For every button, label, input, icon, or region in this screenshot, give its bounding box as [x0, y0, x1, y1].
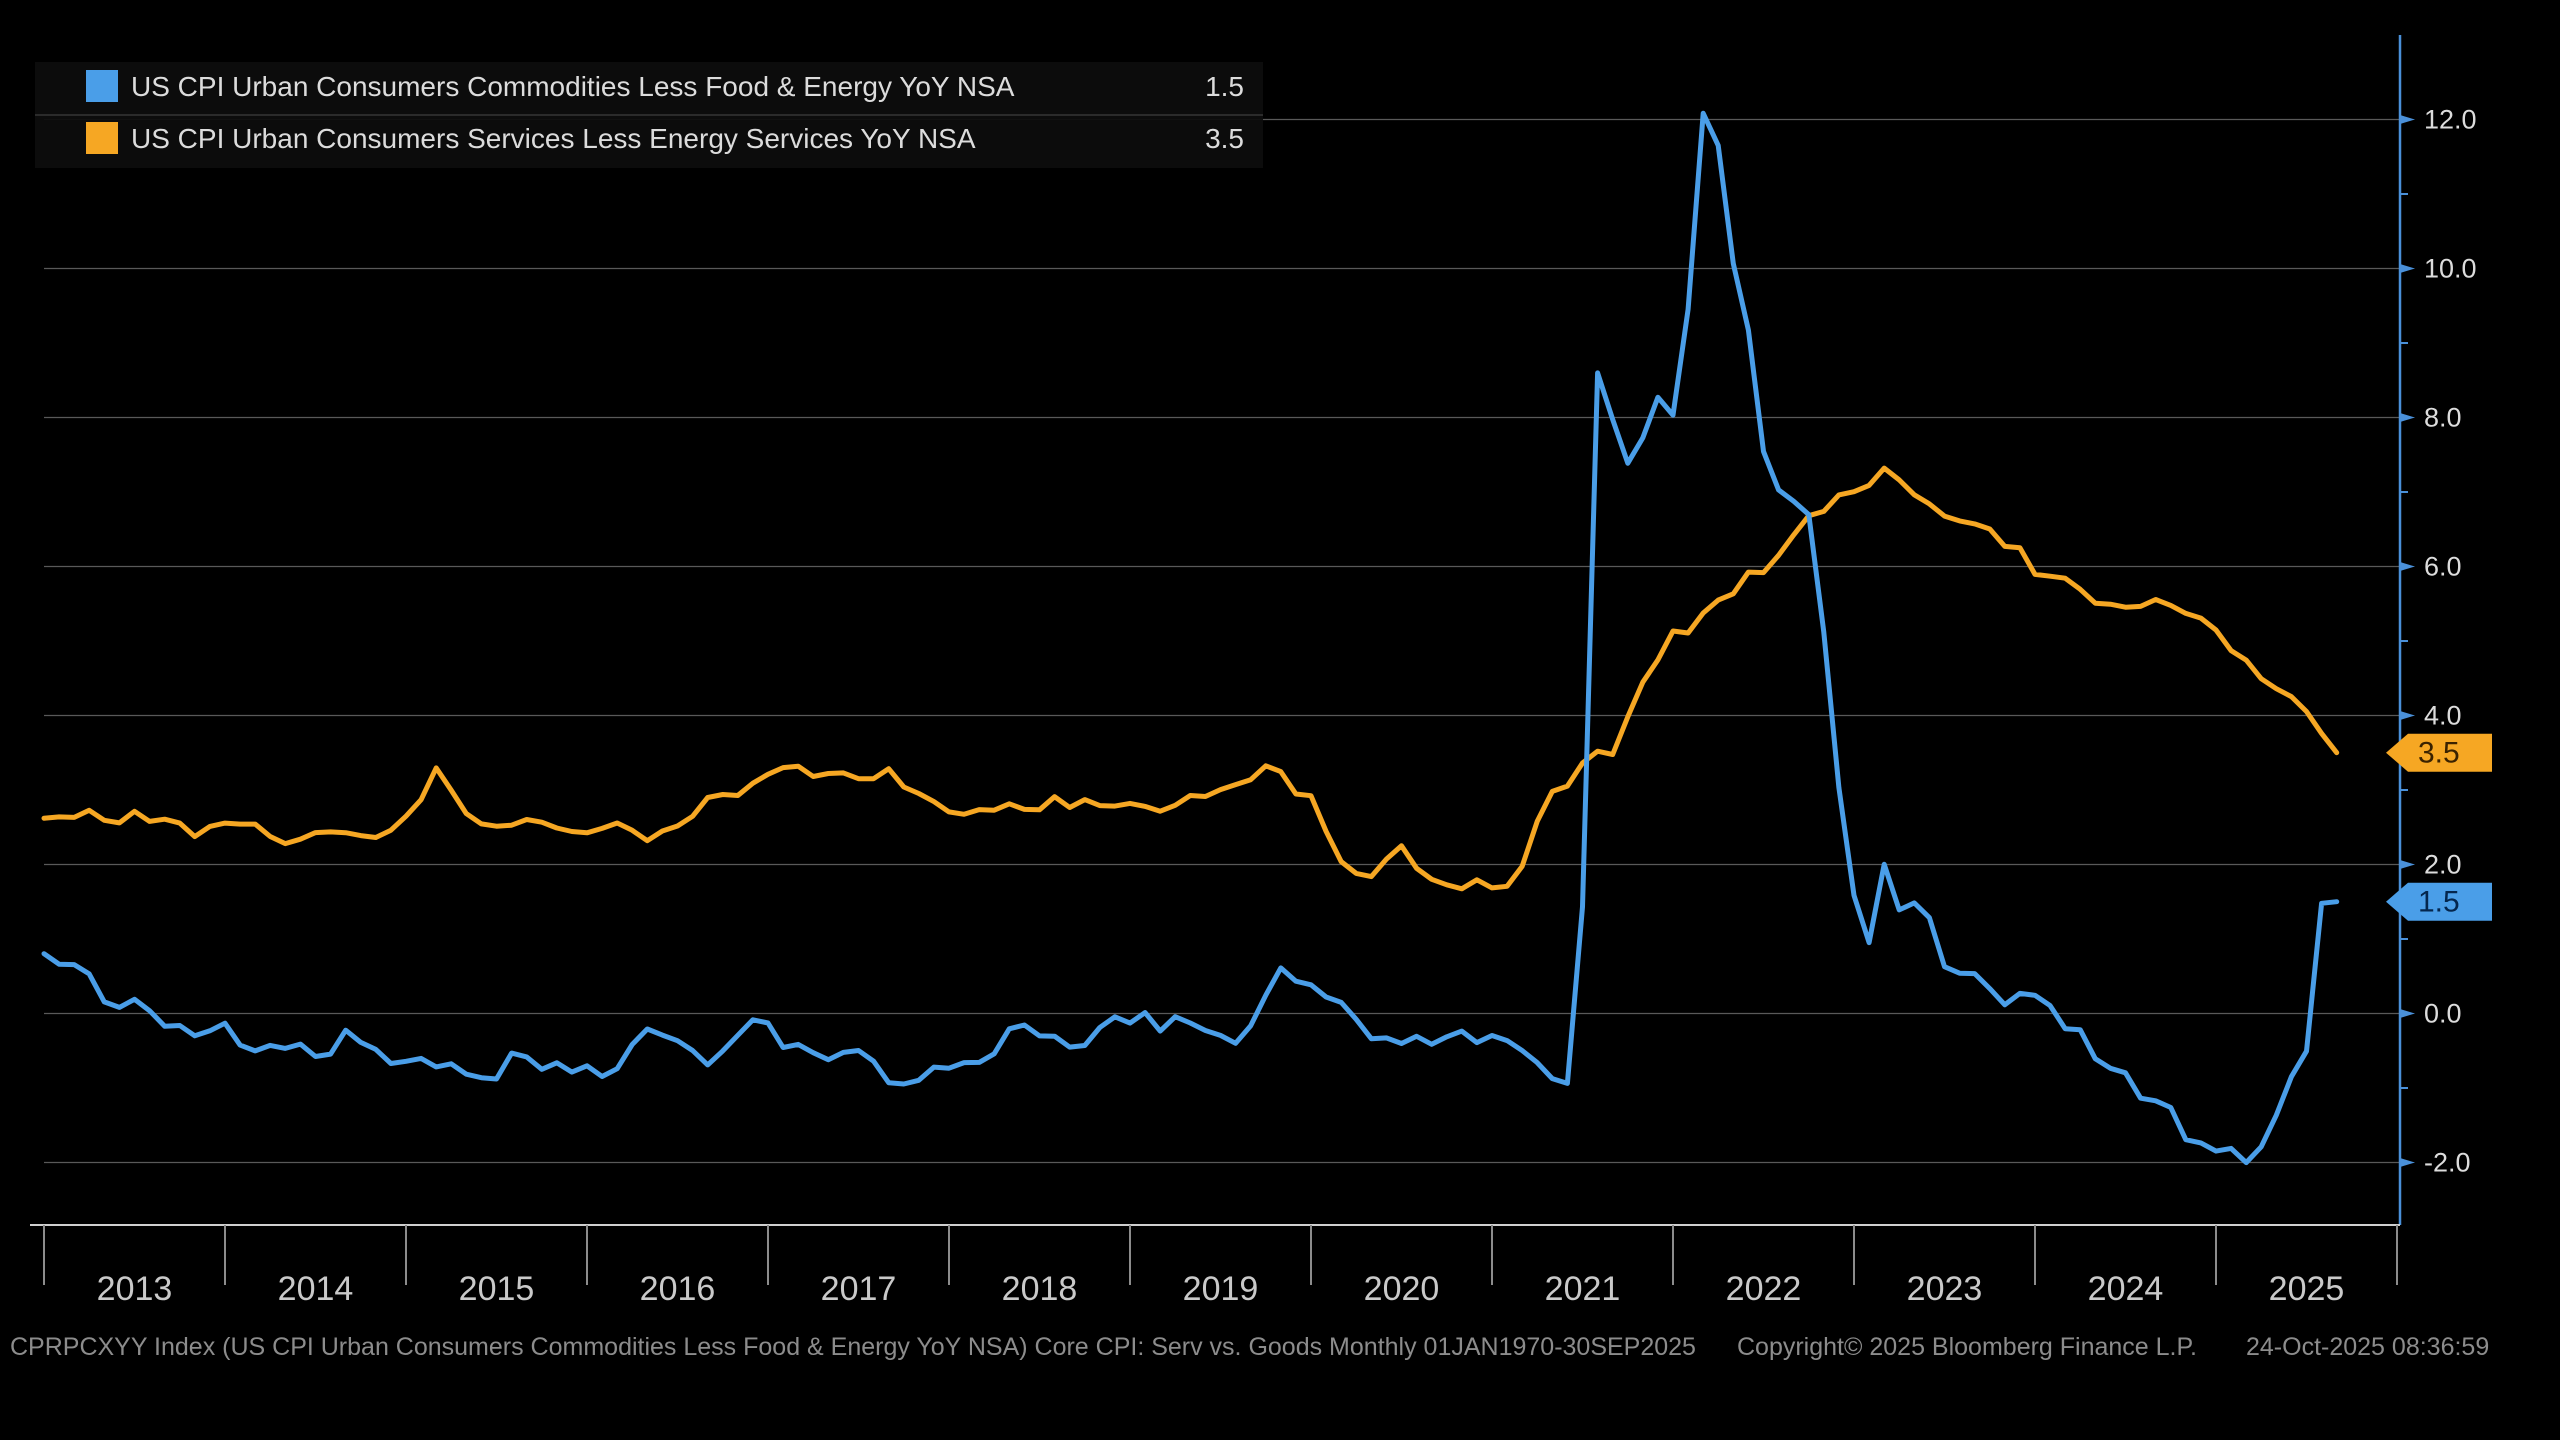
svg-text:1.5: 1.5 — [1205, 71, 1244, 102]
svg-text:2018: 2018 — [1002, 1270, 1078, 1308]
svg-text:0.0: 0.0 — [2424, 999, 2462, 1029]
svg-text:2019: 2019 — [1183, 1270, 1259, 1308]
svg-text:2025: 2025 — [2269, 1270, 2345, 1308]
svg-text:2015: 2015 — [459, 1270, 535, 1308]
svg-text:US CPI Urban Consumers Service: US CPI Urban Consumers Services Less Ene… — [131, 123, 976, 154]
svg-text:6.0: 6.0 — [2424, 552, 2462, 582]
svg-text:US CPI Urban Consumers Commodi: US CPI Urban Consumers Commodities Less … — [131, 71, 1015, 102]
svg-text:24-Oct-2025 08:36:59: 24-Oct-2025 08:36:59 — [2246, 1333, 2489, 1361]
svg-text:-2.0: -2.0 — [2424, 1148, 2471, 1178]
svg-text:1.5: 1.5 — [2418, 886, 2460, 919]
svg-text:2013: 2013 — [97, 1270, 173, 1308]
svg-text:Copyright© 2025 Bloomberg Fina: Copyright© 2025 Bloomberg Finance L.P. — [1737, 1333, 2197, 1361]
svg-text:2017: 2017 — [821, 1270, 897, 1308]
svg-text:2023: 2023 — [1907, 1270, 1983, 1308]
svg-text:2022: 2022 — [1726, 1270, 1802, 1308]
svg-text:3.5: 3.5 — [2418, 737, 2460, 770]
svg-text:2020: 2020 — [1364, 1270, 1440, 1308]
svg-text:8.0: 8.0 — [2424, 403, 2462, 433]
svg-text:10.0: 10.0 — [2424, 254, 2477, 284]
svg-text:4.0: 4.0 — [2424, 701, 2462, 731]
svg-text:3.5: 3.5 — [1205, 123, 1244, 154]
svg-text:CPRPCXYY Index (US CPI Urban C: CPRPCXYY Index (US CPI Urban Consumers C… — [10, 1333, 1696, 1361]
svg-text:12.0: 12.0 — [2424, 105, 2477, 135]
svg-text:2.0: 2.0 — [2424, 850, 2462, 880]
svg-text:2016: 2016 — [640, 1270, 716, 1308]
svg-text:2014: 2014 — [278, 1270, 354, 1308]
svg-text:2024: 2024 — [2088, 1270, 2164, 1308]
svg-text:2021: 2021 — [1545, 1270, 1621, 1308]
